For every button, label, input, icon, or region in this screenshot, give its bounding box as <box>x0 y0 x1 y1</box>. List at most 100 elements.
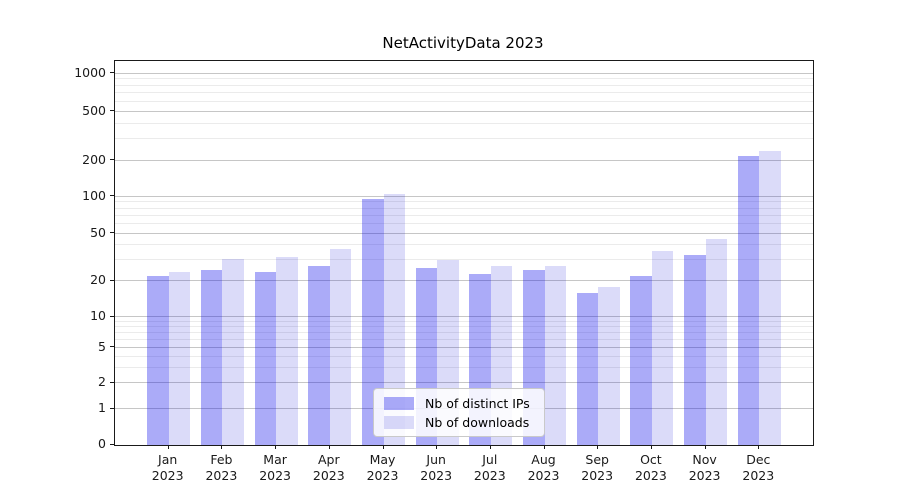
y-tick-label: 0 <box>98 436 106 451</box>
bar-distinct-ips <box>684 255 706 445</box>
x-tick-label: Feb 2023 <box>205 452 238 483</box>
y-axis-tick <box>110 279 114 281</box>
y-axis-tick <box>110 381 114 383</box>
bar-distinct-ips <box>254 271 277 445</box>
x-axis-tick <box>543 445 545 449</box>
bar-downloads <box>168 271 191 445</box>
y-gridline-major <box>115 280 813 282</box>
y-axis-tick <box>110 315 114 317</box>
y-axis-tick <box>110 159 114 161</box>
y-gridline-minor <box>115 326 813 328</box>
x-axis-tick <box>436 445 438 449</box>
y-tick-label: 100 <box>82 187 106 203</box>
legend-swatch-distinct-ips <box>384 397 414 410</box>
y-gridline-minor <box>115 332 813 334</box>
x-axis-tick <box>167 445 169 449</box>
bar-downloads <box>759 151 781 445</box>
y-gridline-major <box>115 110 813 112</box>
y-axis-tick <box>110 443 114 445</box>
x-axis-tick <box>382 445 384 449</box>
y-axis-tick <box>110 232 114 233</box>
y-tick-label: 500 <box>82 102 106 118</box>
y-gridline-major <box>115 346 813 348</box>
bar-downloads <box>383 194 405 445</box>
x-axis-tick <box>221 445 223 449</box>
legend-item-distinct-ips: Nb of distinct IPs <box>384 396 534 411</box>
x-tick-label: Oct 2023 <box>634 452 667 483</box>
y-tick-label: 50 <box>90 224 106 240</box>
y-tick-label: 5 <box>98 338 106 354</box>
y-gridline-minor <box>115 222 813 224</box>
x-axis-tick <box>597 445 599 449</box>
y-gridline-minor <box>115 100 813 102</box>
legend: Nb of distinct IPs Nb of downloads <box>373 388 545 437</box>
x-axis-tick <box>650 445 652 449</box>
y-gridline-minor <box>115 78 813 80</box>
y-tick-label: 20 <box>90 272 106 288</box>
legend-item-downloads: Nb of downloads <box>384 415 534 430</box>
y-gridline-minor <box>115 207 813 209</box>
y-tick-label: 200 <box>82 151 106 167</box>
x-tick-label: Apr 2023 <box>312 452 345 483</box>
y-axis-tick <box>110 195 114 197</box>
y-gridline-minor <box>115 321 813 322</box>
bar-downloads <box>276 256 298 445</box>
bar-distinct-ips <box>630 276 652 445</box>
y-gridline-minor <box>115 92 813 94</box>
bar-distinct-ips <box>147 276 169 445</box>
bar-distinct-ips <box>308 265 330 445</box>
x-axis-tick <box>704 445 706 449</box>
x-tick-label: Jan 2023 <box>151 452 184 483</box>
bar-downloads <box>598 286 620 445</box>
y-tick-label: 1000 <box>74 64 106 80</box>
legend-label-downloads: Nb of downloads <box>425 415 530 430</box>
bar-downloads <box>651 250 674 445</box>
y-gridline-major <box>115 232 813 234</box>
y-gridline-major <box>115 159 813 161</box>
x-tick-label: Sep 2023 <box>581 452 614 483</box>
bar-distinct-ips <box>737 155 760 445</box>
bar-downloads <box>329 249 352 445</box>
bar-distinct-ips <box>362 199 384 445</box>
y-gridline-major <box>115 316 813 318</box>
y-tick-label: 2 <box>98 374 106 390</box>
y-axis-tick <box>110 346 114 348</box>
x-tick-label: Dec 2023 <box>742 452 775 483</box>
x-tick-label: Jul 2023 <box>473 452 506 483</box>
bar-distinct-ips <box>200 269 223 445</box>
y-gridline-minor <box>115 355 813 357</box>
y-axis-tick <box>110 110 114 112</box>
chart-title: NetActivityData 2023 <box>382 34 544 52</box>
x-tick-label: May 2023 <box>366 452 399 483</box>
legend-label-distinct-ips: Nb of distinct IPs <box>425 396 530 411</box>
y-gridline-minor <box>115 244 813 246</box>
y-axis-tick <box>110 72 114 74</box>
y-tick-label: 10 <box>90 308 106 324</box>
x-tick-label: Nov 2023 <box>688 452 721 483</box>
x-tick-label: Aug 2023 <box>527 452 560 483</box>
bar-downloads <box>544 265 566 445</box>
x-axis-tick <box>275 445 277 449</box>
x-axis-tick <box>328 445 330 449</box>
bar-distinct-ips <box>576 293 599 445</box>
x-tick-label: Jun 2023 <box>420 452 453 483</box>
y-gridline-minor <box>115 338 813 340</box>
y-axis-tick <box>110 407 114 409</box>
x-tick-label: Mar 2023 <box>259 452 291 483</box>
y-gridline-minor <box>115 259 813 261</box>
y-gridline-minor <box>115 201 813 203</box>
y-gridline-minor <box>115 122 813 124</box>
legend-swatch-downloads <box>384 416 414 429</box>
bar-downloads <box>705 239 728 445</box>
x-axis-tick <box>489 445 491 449</box>
y-gridline-minor <box>115 138 813 140</box>
plot-area: Nb of distinct IPs Nb of downloads <box>114 60 814 446</box>
y-tick-label: 1 <box>98 400 106 416</box>
y-gridline-minor <box>115 84 813 86</box>
y-gridline-minor <box>115 366 813 368</box>
y-gridline-minor <box>115 214 813 216</box>
y-gridline-major <box>115 382 813 384</box>
y-gridline-major <box>115 195 813 197</box>
x-axis-tick <box>758 445 760 449</box>
